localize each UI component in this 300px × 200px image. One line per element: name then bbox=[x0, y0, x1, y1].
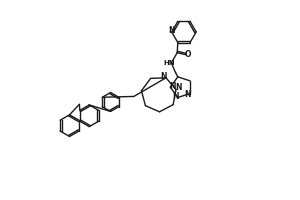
Text: N: N bbox=[184, 90, 191, 99]
Text: N: N bbox=[172, 92, 179, 101]
Text: N: N bbox=[175, 83, 182, 92]
Text: O: O bbox=[185, 50, 191, 59]
Text: HN: HN bbox=[163, 60, 175, 66]
Text: N: N bbox=[160, 72, 167, 81]
Text: N: N bbox=[168, 26, 175, 35]
Text: N: N bbox=[169, 82, 176, 91]
